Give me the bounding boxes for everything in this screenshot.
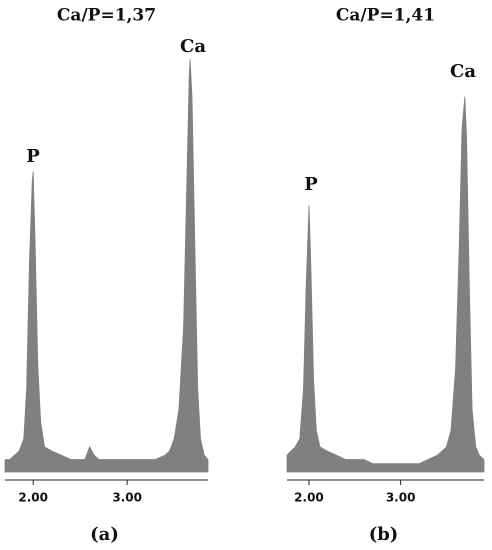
spectrum-area [286, 96, 485, 473]
peak-label: Ca [180, 36, 206, 57]
peak-label: P [304, 174, 318, 195]
chart-title: Ca/P=1,41 [336, 6, 435, 26]
peak-label: P [26, 146, 40, 167]
peak-label: Ca [450, 61, 476, 82]
panel-label: (a) [90, 524, 119, 545]
x-tick-label: 2.00 [294, 491, 324, 505]
x-tick-label: 2.00 [18, 491, 48, 505]
chart-title: Ca/P=1,37 [57, 6, 156, 26]
panel-label: (b) [369, 524, 399, 545]
spectrum-area [4, 59, 209, 473]
x-tick-label: 3.00 [112, 491, 142, 505]
x-tick-label: 3.00 [386, 491, 416, 505]
